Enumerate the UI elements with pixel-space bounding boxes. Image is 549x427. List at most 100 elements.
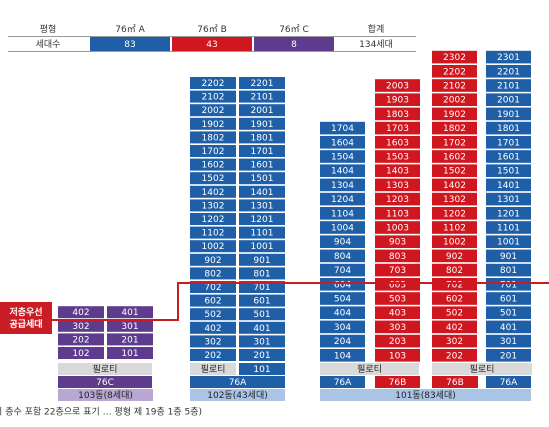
table-cell-label: 세대수 <box>36 39 61 50</box>
unit <box>320 150 365 163</box>
unit-label: 1202 <box>443 209 466 219</box>
unit <box>190 104 236 117</box>
unit <box>486 93 531 106</box>
unit-label: 1004 <box>331 224 354 234</box>
table-header-label: 합계 <box>368 23 385 35</box>
unit-label: 401 <box>500 323 517 333</box>
unit <box>375 263 420 277</box>
unit <box>190 213 236 225</box>
building-name-label: 102동(43세대) <box>207 390 268 401</box>
unit-label: 901 <box>253 256 270 266</box>
unit <box>486 263 531 277</box>
unit <box>239 131 285 144</box>
unit <box>239 77 285 89</box>
unit-label: 1902 <box>202 120 225 130</box>
unit <box>239 267 285 280</box>
unit <box>320 221 365 234</box>
unit <box>190 199 236 212</box>
unit-label: 702 <box>204 283 221 293</box>
unit <box>432 221 477 234</box>
unit-label: 2003 <box>386 82 409 92</box>
unit-label: 1701 <box>251 147 274 157</box>
ground-cell-label: 필로티 <box>470 363 495 375</box>
unit-label: 1501 <box>497 167 520 177</box>
unit <box>432 306 477 319</box>
unit-label: 301 <box>121 322 138 332</box>
unit-label: 1302 <box>202 201 225 211</box>
type-cell <box>486 376 531 388</box>
unit <box>486 192 531 206</box>
unit <box>239 199 285 212</box>
unit <box>190 77 236 89</box>
unit <box>375 178 420 192</box>
unit-label: 201 <box>253 351 270 361</box>
unit-label: 302 <box>446 337 463 347</box>
unit-label: 1303 <box>386 181 409 191</box>
unit-label: 1402 <box>443 181 466 191</box>
unit-label: 1001 <box>497 238 520 248</box>
unit <box>375 207 420 220</box>
unit-label: 1201 <box>251 215 274 225</box>
unit-label: 1901 <box>251 120 274 130</box>
unit-label: 1404 <box>331 167 354 177</box>
unit <box>432 235 477 248</box>
unit-label: 202 <box>72 335 89 345</box>
unit <box>486 79 531 92</box>
unit-label: 1902 <box>443 110 466 120</box>
unit-label: 1002 <box>202 242 225 252</box>
unit <box>190 90 236 103</box>
unit <box>320 207 365 220</box>
unit <box>239 117 285 130</box>
unit <box>239 90 285 103</box>
unit <box>375 334 420 348</box>
unit-label: 502 <box>204 310 221 320</box>
unit <box>239 185 285 198</box>
unit <box>320 292 365 305</box>
unit-label: 2201 <box>251 79 274 89</box>
unit <box>190 267 236 280</box>
unit-label: 503 <box>389 295 406 305</box>
table-cell-label: 8 <box>291 40 297 50</box>
unit-label: 602 <box>204 297 221 307</box>
unit <box>239 172 285 185</box>
unit <box>486 349 531 362</box>
unit <box>107 347 153 359</box>
unit <box>486 292 531 305</box>
unit-label: 401 <box>121 308 138 318</box>
unit <box>486 65 531 78</box>
unit <box>190 158 236 171</box>
table-cell <box>254 37 334 51</box>
unit-label: 701 <box>253 283 270 293</box>
unit-label: 2102 <box>443 82 466 92</box>
unit <box>375 93 420 106</box>
unit <box>107 319 153 332</box>
unit-label: 504 <box>334 295 351 305</box>
unit-label: 303 <box>389 323 406 333</box>
unit <box>375 278 420 291</box>
unit-label: 1603 <box>386 138 409 148</box>
note: (102동 아파트 필로티 층수 포함 22층으로 표기 … 평형 제 19층 … <box>0 406 202 418</box>
unit <box>107 306 153 319</box>
unit <box>486 50 531 64</box>
unit <box>486 164 531 177</box>
unit-label: 1102 <box>202 229 225 239</box>
unit <box>320 349 365 362</box>
unit-label: 804 <box>334 252 351 262</box>
unit-label: 603 <box>389 280 406 290</box>
ground-cell-label: 101 <box>253 365 270 375</box>
unit-label: 601 <box>253 297 270 307</box>
unit-label: 2001 <box>497 96 520 106</box>
unit <box>375 235 420 248</box>
unit <box>190 294 236 307</box>
table-cell <box>90 37 170 51</box>
unit-label: 1601 <box>497 153 520 163</box>
unit <box>432 263 477 277</box>
table-header <box>254 22 334 36</box>
unit-label: 601 <box>500 295 517 305</box>
unit-label: 702 <box>446 280 463 290</box>
unit-label: 1002 <box>443 238 466 248</box>
unit-label: 2002 <box>443 96 466 106</box>
table-cell <box>8 37 88 51</box>
unit-label: 1102 <box>443 224 466 234</box>
unit <box>190 321 236 334</box>
